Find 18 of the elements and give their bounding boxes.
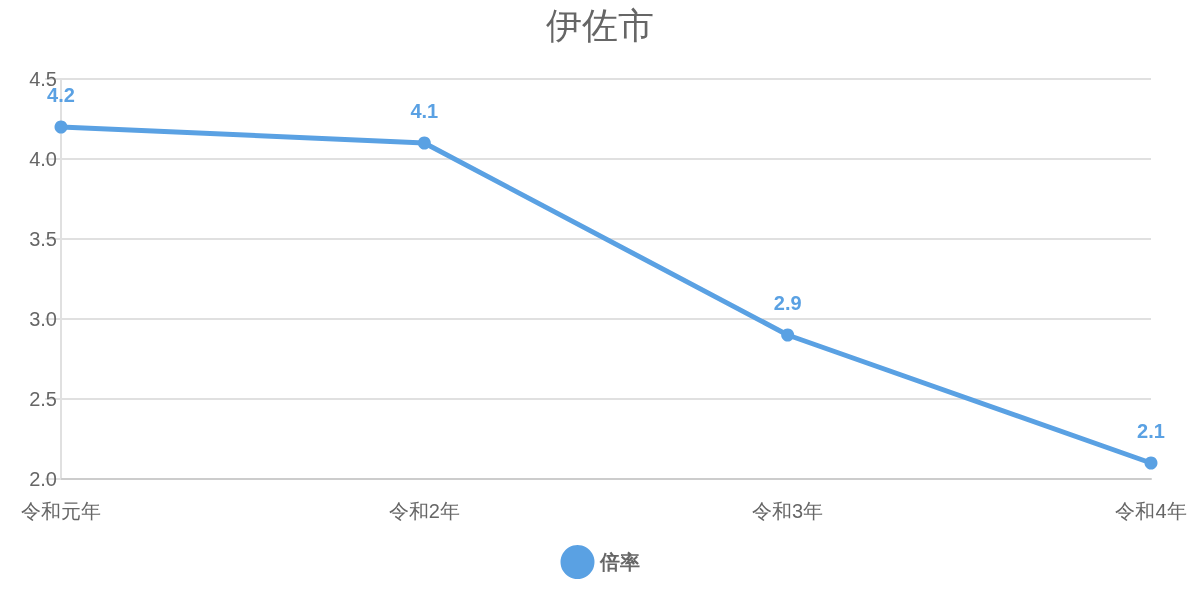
x-tick-label: 令和元年 <box>21 500 101 522</box>
y-tick-label: 4.0 <box>29 148 57 170</box>
data-label: 2.1 <box>1137 419 1165 442</box>
y-tick-label: 3.5 <box>29 228 57 250</box>
point <box>1144 456 1158 470</box>
data-label: 2.9 <box>773 291 802 314</box>
legend-label: 倍率 <box>598 551 640 573</box>
y-tick-label: 2.5 <box>29 388 57 410</box>
chart-title: 伊佐市 <box>546 4 654 46</box>
x-tick-label: 令和2年 <box>388 500 460 522</box>
x-tick-label: 令和4年 <box>1115 500 1187 522</box>
x-tick-label: 令和3年 <box>752 500 824 522</box>
data-label: 4.1 <box>410 99 439 122</box>
point <box>781 328 795 342</box>
y-tick-label: 3.0 <box>29 308 57 330</box>
y-tick-label: 2.0 <box>29 468 57 490</box>
point <box>417 136 431 150</box>
point <box>54 120 68 134</box>
